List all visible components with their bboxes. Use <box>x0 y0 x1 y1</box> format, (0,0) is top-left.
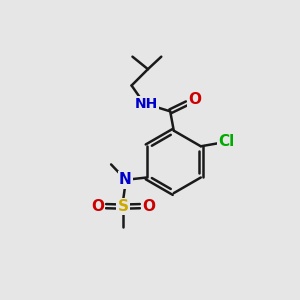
Text: S: S <box>118 199 128 214</box>
Text: Cl: Cl <box>218 134 234 149</box>
Text: O: O <box>91 199 104 214</box>
Text: N: N <box>119 172 132 188</box>
Text: O: O <box>189 92 202 107</box>
Text: O: O <box>142 199 155 214</box>
Text: NH: NH <box>135 97 158 111</box>
